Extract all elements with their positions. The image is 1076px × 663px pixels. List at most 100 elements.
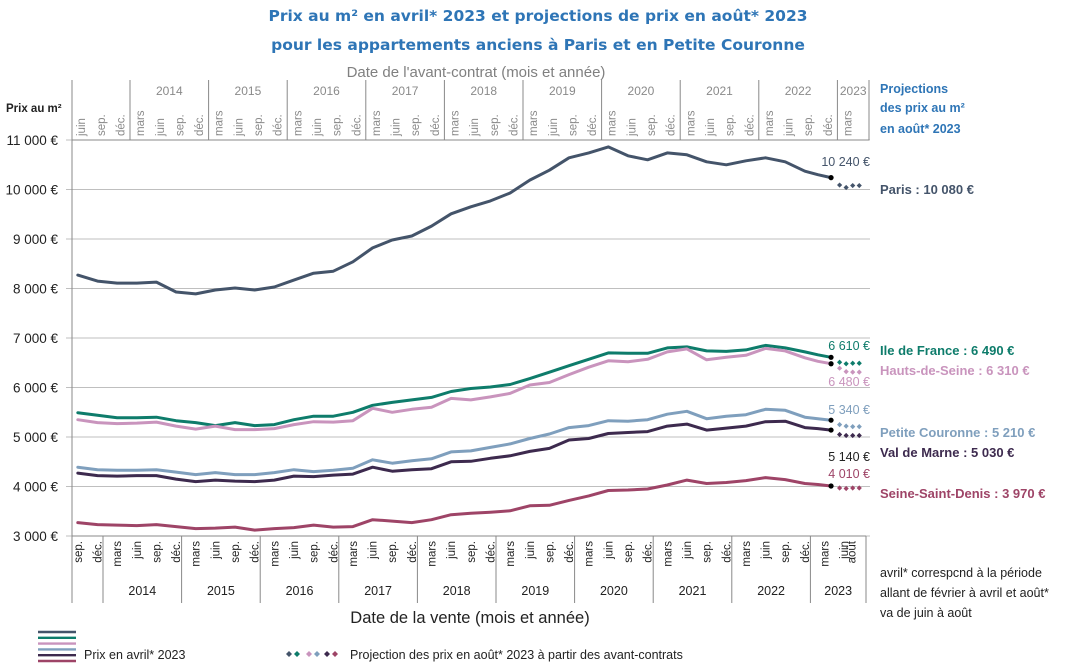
series-end-marker [828,483,834,489]
legend-line-label: Prix en avril* 2023 [84,648,185,662]
bottom-month-label: mars [269,541,281,567]
bottom-month-label: sep. [387,541,399,563]
bottom-month-label: sep. [151,541,163,563]
projection-marker [856,424,862,430]
end-value-label: 4 010 € [828,467,870,481]
legend-diamond-swatches [286,651,338,657]
y-tick-label: 7 000 € [13,331,59,346]
projection-marker [850,432,856,439]
top-month-label: mars [843,110,855,136]
gridlines [66,139,870,537]
projection-marker [837,422,843,428]
end-value-label: 10 240 € [821,155,870,169]
projection-marker [843,423,849,429]
series-line-val-de-marne [76,419,833,484]
projection-marker [843,369,849,375]
bottom-month-label: mars [427,541,439,567]
bottom-year-label: 2017 [364,584,392,598]
bottom-month-label: déc. [407,541,419,563]
bottom-year-label: 2019 [521,584,549,598]
top-month-label: déc. [351,114,363,136]
chart-title-line-1: Prix au m² en avril* 2023 et projections… [268,7,807,25]
y-tick-label: 6 000 € [13,381,59,396]
legend-diamond-swatch [324,651,330,657]
bottom-year-label: 2022 [757,584,785,598]
top-month-label: juin [626,118,638,137]
top-month-label: juin [233,118,245,137]
bottom-month-label: mars [662,541,674,567]
top-x-axis: 2014 2015 2016 2017 2018 2019 2020 2021 2022 2023… [72,80,870,141]
y-axis-title: Prix au m² [6,103,62,115]
projection-marker [850,360,856,366]
bottom-month-label: déc. [250,541,262,563]
top-month-label: déc. [194,114,206,136]
top-month-label: déc. [508,114,520,136]
bottom-month-label: mars [505,541,517,567]
projection-value-label: Ile de France : 6 490 € [880,343,1014,358]
top-year-label: 2018 [470,84,497,98]
projection-marker [843,361,849,367]
top-month-label: sep. [646,114,658,136]
end-value-label: 6 480 € [828,375,870,389]
bottom-x-axis: 2014 2015 2016 2017 2018 2019 2020 2021 2022 2023… [71,535,867,603]
y-tick-label: 10 000 € [5,183,58,198]
top-axis-title: Date de l'avant-contrat (mois et année) [347,64,606,81]
series-lines [76,145,862,532]
top-month-label: sep. [725,114,737,136]
top-month-label: sep. [332,114,344,136]
top-year-label: 2021 [706,84,733,98]
top-month-label: juin [391,118,403,137]
bottom-month-label: sep. [466,541,478,563]
y-tick-label: 11 000 € [6,133,58,148]
legend-diamond-swatch [294,651,300,657]
top-month-label: mars [292,110,304,136]
series-end-marker [828,354,834,360]
bottom-month-label: déc. [643,541,655,563]
top-year-label: 2014 [156,84,183,98]
end-value-label: 5 140 € [828,450,870,464]
bottom-month-label: mars [348,541,360,567]
end-value-label: 6 610 € [828,339,870,353]
legend-diamond-swatch [332,651,338,657]
series-line-hauts-de-seine [76,346,833,432]
bottom-month-label: déc. [92,541,104,563]
top-month-label: mars [371,110,383,136]
end-value-label: 5 340 € [828,403,870,417]
top-year-label: 2020 [628,84,655,98]
bottom-month-label: sep. [230,541,242,563]
bottom-month-label: mars [191,541,203,567]
top-month-label: juin [155,118,167,137]
top-month-label: sep. [410,114,422,136]
projection-header-3: en août* 2023 [880,122,961,136]
projection-marker [843,432,849,439]
top-month-label: mars [764,110,776,136]
projection-marker [850,424,856,430]
top-month-label: juin [312,118,324,137]
projection-value-label: Seine-Saint-Denis : 3 970 € [880,486,1045,501]
bottom-month-label: mars [741,541,753,567]
projection-value-label: Val de Marne : 5 030 € [880,445,1014,460]
bottom-month-label: juin [761,541,773,560]
y-tick-label: 5 000 € [13,430,59,445]
chart-title-line-2: pour les appartements anciens à Paris et… [271,36,805,54]
bottom-month-label: déc. [564,541,576,563]
top-month-label: sep. [96,114,108,136]
bottom-month-label: juin [839,541,851,560]
bottom-year-label: 2014 [128,584,156,598]
bottom-month-label: juin [603,541,615,560]
top-month-label: mars [135,110,147,136]
projection-header-2: des prix au m² [880,101,965,115]
top-month-label: mars [607,110,619,136]
top-year-label: 2019 [549,84,576,98]
bottom-month-label: juin [682,541,694,560]
projection-header-1: Projections [880,82,948,96]
top-month-label: juin [705,118,717,137]
bottom-month-label: déc. [171,541,183,563]
bottom-year-label: 2021 [679,584,707,598]
top-month-label: mars [450,110,462,136]
projection-marker [837,182,843,188]
top-month-label: juin [784,118,796,137]
note-line-3: va de juin à août [880,606,972,620]
legend-diamond-label: Projection des prix en août* 2023 à part… [350,648,683,662]
bottom-year-label: 2023 [824,584,852,598]
